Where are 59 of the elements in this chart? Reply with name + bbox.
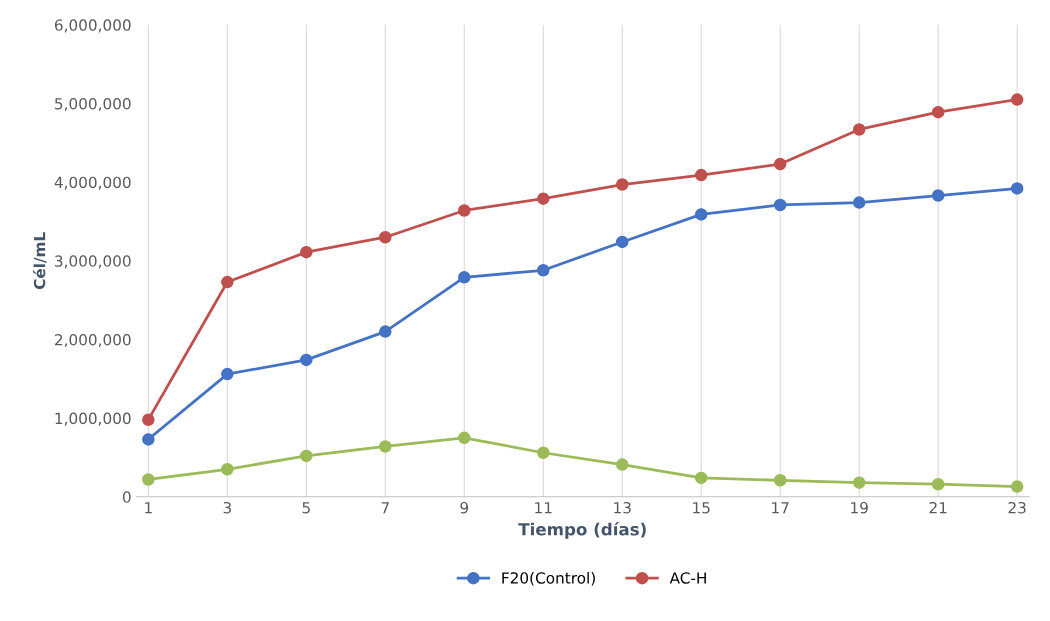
- point: [615, 178, 629, 191]
- point: [142, 473, 155, 486]
- y-tick-label: 3,000,000: [55, 255, 131, 269]
- point: [458, 204, 471, 217]
- point: [537, 264, 550, 277]
- x-tick-label: 1: [145, 502, 152, 514]
- point: [852, 476, 866, 489]
- x-axis-title: Tiempo (días): [518, 522, 646, 539]
- point: [931, 477, 945, 491]
- y-tick-label: 4,000,000: [54, 176, 131, 190]
- point: [379, 230, 392, 244]
- point: [1010, 182, 1024, 195]
- y-tick-label: 0: [122, 491, 131, 503]
- y-tick-label: 6,000,000: [54, 19, 131, 33]
- point: [773, 198, 787, 212]
- point: [221, 463, 234, 476]
- point: [773, 157, 787, 171]
- point: [694, 208, 708, 221]
- legend-label: AC-H: [669, 572, 706, 584]
- point: [931, 189, 945, 202]
- point: [537, 192, 550, 205]
- x-tick-label: 3: [223, 501, 231, 514]
- point: [142, 413, 155, 426]
- point: [615, 235, 629, 249]
- point: [300, 449, 313, 463]
- x-tick-label: 9: [460, 501, 469, 514]
- point: [142, 433, 155, 446]
- x-tick-label: 19: [851, 501, 868, 514]
- x-tick-label: 5: [302, 502, 310, 514]
- point: [852, 196, 866, 209]
- x-tick-label: 11: [535, 502, 552, 514]
- x-tick-label: 23: [1008, 501, 1026, 514]
- x-tick-label: 13: [614, 501, 631, 514]
- point: [300, 353, 313, 367]
- point: [694, 471, 708, 485]
- point: [379, 440, 392, 453]
- point: [1010, 480, 1024, 493]
- point: [221, 275, 234, 289]
- point: [615, 458, 629, 471]
- point: [694, 168, 708, 182]
- point: [773, 474, 787, 487]
- point: [852, 123, 866, 136]
- x-tick-label: 7: [381, 502, 389, 514]
- x-tick-label: 15: [693, 502, 710, 514]
- point: [379, 325, 392, 338]
- point: [1010, 93, 1024, 106]
- y-axis-title: Cél/mL: [32, 232, 47, 290]
- legend-label: F20(Control): [502, 571, 595, 586]
- point: [458, 431, 471, 445]
- point: [537, 446, 550, 460]
- y-tick-label: 5,000,000: [55, 97, 131, 112]
- point: [300, 245, 313, 259]
- x-tick-label: 17: [772, 502, 789, 514]
- y-tick-label: 1,000,000: [55, 412, 131, 426]
- point: [931, 105, 945, 119]
- y-tick-label: 2,000,000: [55, 333, 131, 348]
- point: [458, 271, 471, 284]
- point: [221, 367, 234, 381]
- x-tick-label: 21: [929, 501, 947, 514]
